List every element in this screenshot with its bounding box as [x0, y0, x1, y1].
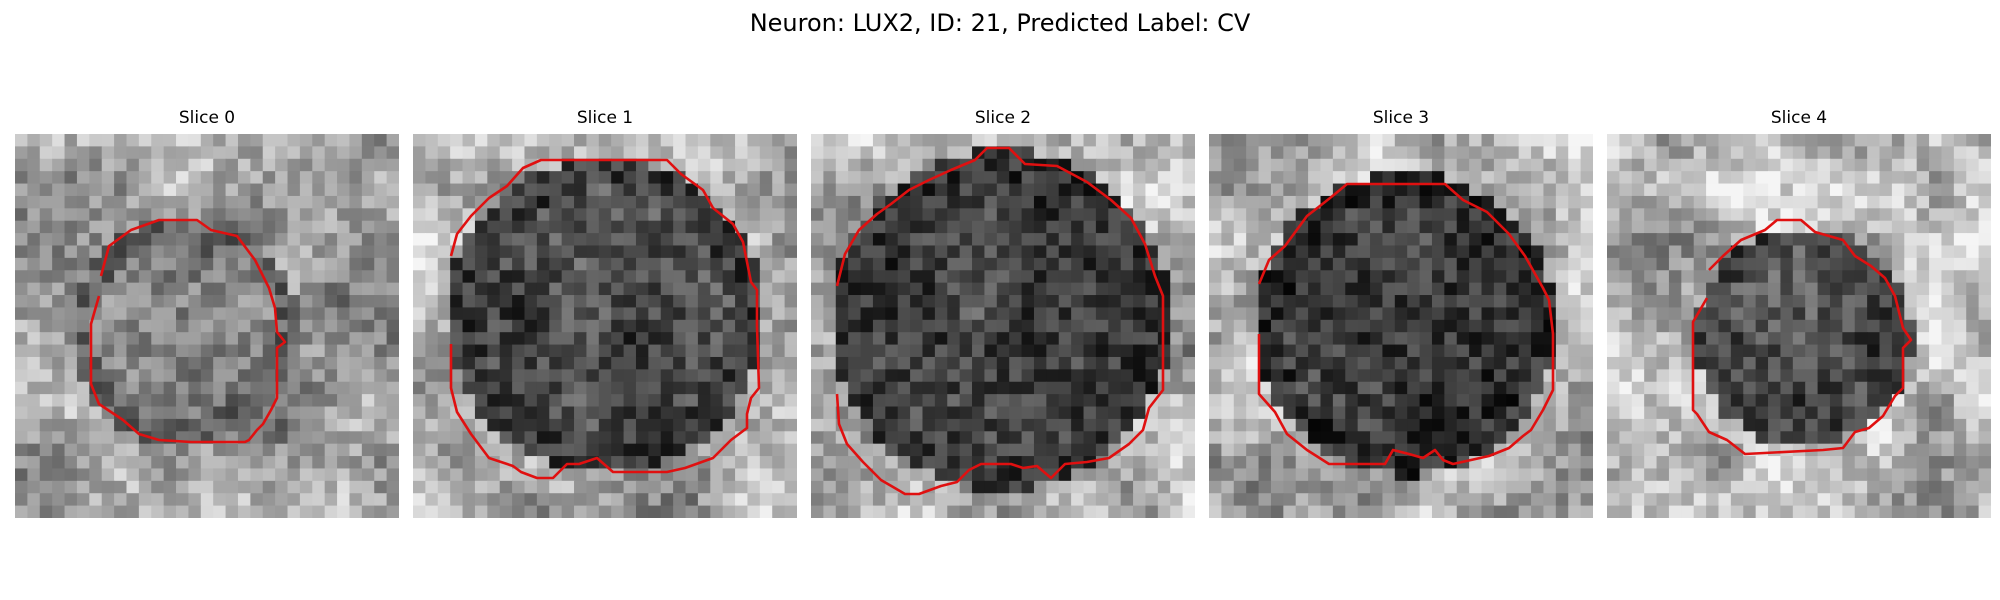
slice-pixels-0 — [15, 134, 399, 518]
slice-image-4 — [1607, 134, 1991, 518]
figure-title: Neuron: LUX2, ID: 21, Predicted Label: C… — [749, 9, 1251, 37]
slice-pixels-4 — [1607, 134, 1991, 518]
slice-pixels-2 — [811, 134, 1195, 518]
segmentation-contour-1 — [449, 158, 761, 480]
slice-pixels-1 — [413, 134, 797, 518]
slice-title-1: Slice 1 — [576, 108, 634, 128]
slice-title-3: Slice 3 — [1372, 108, 1430, 128]
segmentation-contour-4 — [1691, 218, 1913, 456]
slice-title-0: Slice 0 — [178, 108, 236, 128]
slice-image-2 — [811, 134, 1195, 518]
slice-pixels-3 — [1209, 134, 1593, 518]
segmentation-contour-3 — [1257, 182, 1555, 466]
slice-image-1 — [413, 134, 797, 518]
slice-image-3 — [1209, 134, 1593, 518]
segmentation-contour-2 — [835, 146, 1165, 496]
slice-title-4: Slice 4 — [1770, 108, 1828, 128]
segmentation-contour-0 — [89, 218, 287, 444]
slice-title-2: Slice 2 — [974, 108, 1032, 128]
slice-image-0 — [15, 134, 399, 518]
